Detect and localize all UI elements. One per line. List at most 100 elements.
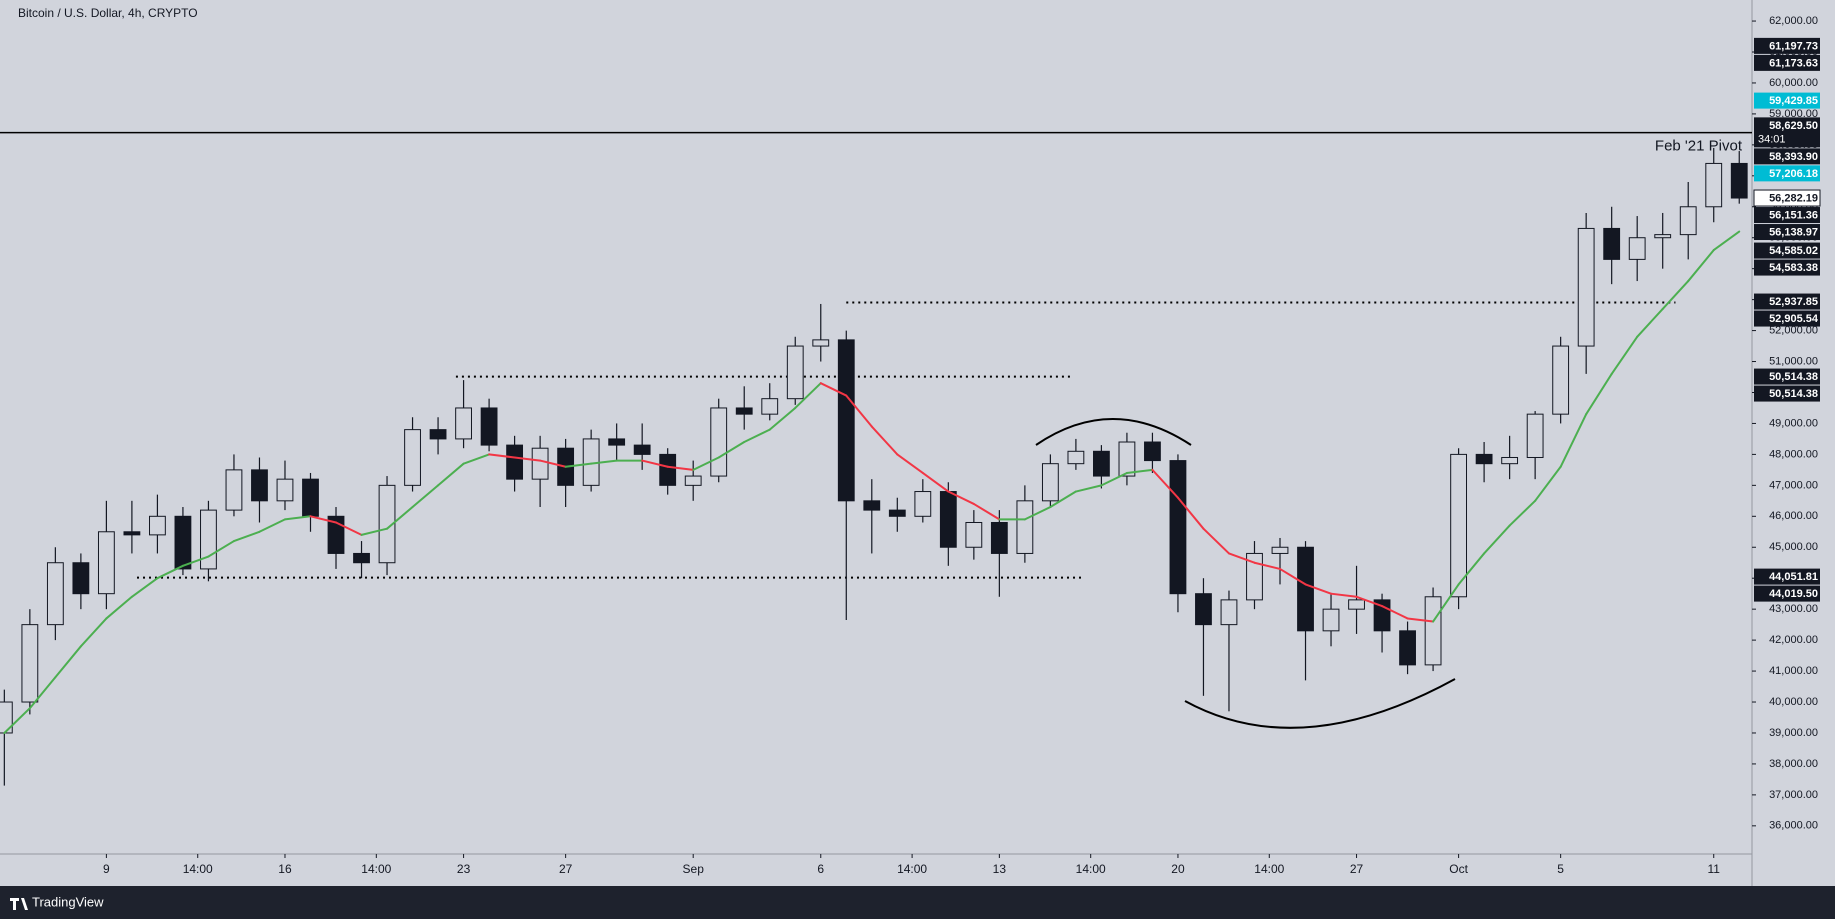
candle-body — [302, 478, 319, 517]
ma-segment — [666, 465, 695, 471]
price-label-box — [1754, 165, 1820, 182]
ma-segment — [1125, 468, 1154, 474]
y-tick-label: 46,000.00 — [1769, 510, 1818, 522]
price-label: 61,173.63 — [1769, 57, 1818, 69]
candle-body — [1322, 608, 1340, 632]
y-tick-label: 62,000.00 — [1769, 15, 1818, 27]
candle-body — [1246, 552, 1263, 601]
x-tick-label: 5 — [1557, 862, 1564, 876]
price-countdown: 34:01 — [1758, 133, 1786, 145]
y-tick-label: 39,000.00 — [1769, 727, 1818, 739]
ma-segment — [309, 515, 338, 524]
x-tick-label: 6 — [817, 862, 824, 876]
ma-segment — [360, 527, 389, 536]
ma-segment — [3, 707, 31, 734]
candle-body — [1705, 162, 1723, 208]
ma-segment — [1687, 249, 1715, 283]
x-tick-label: 11 — [1707, 862, 1720, 876]
candle-body — [812, 339, 830, 347]
y-tick-label: 51,000.00 — [1769, 355, 1818, 367]
y-tick-label: 52,000.00 — [1769, 324, 1818, 336]
candle-body — [1271, 546, 1289, 554]
y-tick-label: 45,000.00 — [1769, 541, 1818, 553]
candle-body — [990, 521, 1008, 554]
candle-body — [72, 562, 90, 595]
y-tick-label: 47,000.00 — [1769, 479, 1818, 491]
candle-body — [123, 531, 141, 536]
x-tick-label: 14:00 — [183, 862, 213, 876]
price-label: 56,138.97 — [1769, 226, 1818, 238]
x-tick-label: 14:00 — [1076, 862, 1106, 876]
ma-segment — [105, 595, 133, 620]
candle-body — [1730, 162, 1748, 199]
candle-body — [863, 500, 881, 511]
ma-segment — [819, 382, 848, 397]
candle-body — [455, 407, 472, 440]
candle-body — [1475, 453, 1493, 465]
price-label-box — [1754, 117, 1820, 148]
candle-body — [149, 515, 166, 536]
ma-segment — [1074, 484, 1103, 493]
price-label-box — [1754, 207, 1820, 224]
ma-segment — [1381, 605, 1409, 620]
ma-segment — [1279, 567, 1307, 586]
price-label: 52,905.54 — [1769, 313, 1819, 325]
candle-body — [1297, 546, 1314, 632]
candle-body — [1067, 450, 1085, 465]
x-tick-label: 14:00 — [361, 862, 391, 876]
candle-body — [1424, 596, 1442, 666]
candle-body — [786, 345, 804, 400]
ma-segment — [1661, 280, 1690, 310]
candle-body — [1041, 463, 1059, 502]
candle-body — [1169, 460, 1187, 595]
candle-body — [608, 438, 626, 446]
price-label: 54,585.02 — [1769, 245, 1818, 257]
ma-segment — [564, 462, 593, 468]
ma-segment — [1304, 583, 1333, 595]
candle-body — [1016, 500, 1034, 554]
ma-segment — [896, 453, 924, 474]
price-label: 50,514.38 — [1769, 371, 1818, 383]
x-tick-label: 23 — [457, 862, 471, 876]
price-label: 52,937.85 — [1769, 296, 1818, 308]
price-label: 56,151.36 — [1769, 209, 1818, 221]
price-label-box — [1754, 224, 1820, 241]
price-label: 44,019.50 — [1769, 588, 1818, 600]
ma-segment — [692, 456, 720, 471]
ma-segment — [1100, 471, 1128, 487]
ma-segment — [1151, 468, 1179, 499]
ma-segment — [870, 425, 899, 456]
x-tick-label: 14:00 — [1254, 862, 1284, 876]
ma-segment — [947, 490, 975, 505]
footer-logo — [10, 898, 28, 910]
ma-segment — [743, 428, 771, 444]
candle-body — [1144, 441, 1161, 462]
ma-segment — [437, 462, 465, 487]
price-label-box — [1754, 54, 1820, 71]
x-tick-label: Sep — [683, 862, 705, 876]
price-label: 58,393.90 — [1769, 151, 1818, 163]
y-tick-label: 48,000.00 — [1769, 448, 1818, 460]
ma-segment — [130, 577, 159, 598]
ma-segment — [181, 555, 210, 567]
candle-body — [1526, 413, 1544, 458]
candle-body — [633, 444, 651, 455]
ma-segment — [1483, 524, 1511, 555]
price-label-box — [1754, 310, 1820, 327]
ma-segment — [1559, 413, 1588, 468]
ma-segment — [1457, 552, 1486, 586]
price-label: 44,051.81 — [1769, 571, 1818, 583]
candle-body — [531, 447, 549, 480]
y-tick-label: 49,000.00 — [1769, 417, 1818, 429]
candle-body — [659, 453, 677, 486]
candle-body — [327, 515, 345, 554]
ma-segment — [462, 453, 491, 465]
candle-body — [97, 531, 115, 595]
price-label-box — [1754, 37, 1820, 54]
candle-body — [1399, 630, 1416, 666]
ma-segment — [1202, 527, 1230, 555]
ma-segment — [79, 617, 108, 648]
ma-segment — [1610, 335, 1639, 375]
